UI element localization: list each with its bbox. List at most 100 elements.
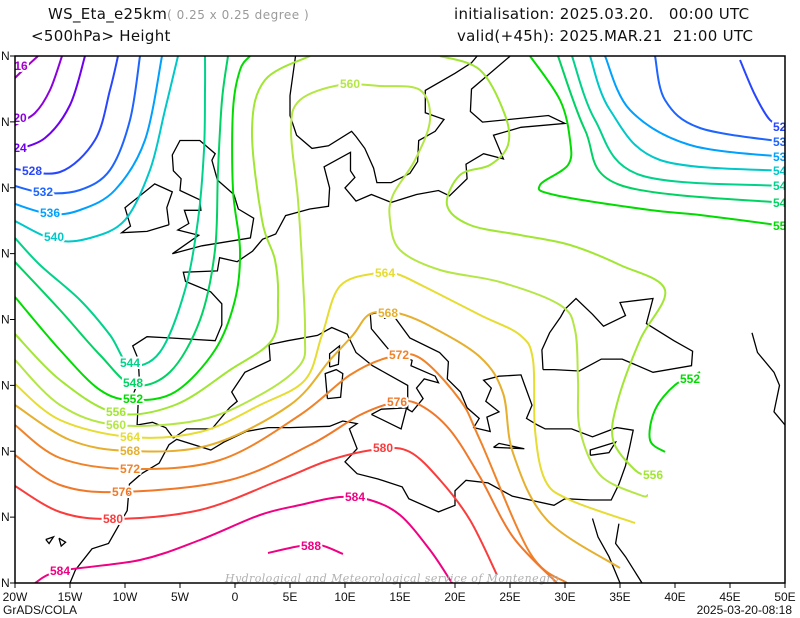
watermark: Hydrological and Meteorological service … (224, 572, 559, 585)
contour-564 (15, 270, 636, 524)
lon-label: 15E (389, 590, 410, 604)
coastline (119, 183, 174, 234)
contour-label-564: 564 (120, 430, 140, 444)
lat-label: N (1, 576, 10, 590)
contour-lines: 1620245285253253536535405454454548545525… (13, 56, 793, 583)
footer-credit: GrADS/COLA (3, 603, 78, 617)
contour-label-540: 54 (773, 164, 787, 178)
lon-label: 20W (3, 590, 28, 604)
contour-548 (15, 56, 229, 387)
coastline (171, 139, 255, 255)
contour-532 (15, 56, 141, 195)
contour-label-544: 54 (773, 179, 787, 193)
lon-label: 10W (113, 590, 138, 604)
contour-label-552: 552 (123, 392, 143, 406)
contour-label-580: 580 (373, 441, 393, 455)
valid-time: valid(+45h): 2025.MAR.21 21:00 UTC (457, 27, 754, 45)
contour-532 (654, 56, 785, 143)
coastline (328, 344, 341, 368)
contour-572 (15, 352, 568, 583)
contour-548 (557, 56, 785, 204)
contour-544 (15, 56, 207, 367)
contour-label-568: 568 (378, 306, 398, 320)
lat-label: N (1, 49, 10, 63)
coastline (324, 368, 344, 400)
lat-label: N (1, 181, 10, 195)
contour-label-540: 540 (44, 230, 64, 244)
contour-label-524: 24 (13, 141, 27, 155)
contour-556 (15, 56, 311, 416)
contour-label-520: 20 (13, 111, 27, 125)
model-name: WS_Eta_e25km (48, 5, 168, 23)
contour-588 (267, 543, 344, 555)
coastline (751, 332, 785, 426)
contour-label-552: 552 (773, 219, 793, 233)
contour-524 (15, 56, 86, 151)
contour-label-572: 572 (389, 348, 409, 362)
contour-536 (604, 56, 785, 158)
coastline (591, 518, 621, 583)
contour-556 (439, 56, 667, 476)
contour-label-572: 572 (120, 462, 140, 476)
lon-label: 40E (664, 590, 685, 604)
contour-label-544: 544 (120, 356, 140, 370)
contour-label-548: 548 (123, 376, 143, 390)
contour-528 (739, 59, 785, 128)
contour-label-536: 536 (40, 206, 60, 220)
contour-label-532: 53 (773, 135, 787, 149)
contour-528 (15, 56, 119, 175)
model-resolution: ( 0.25 x 0.25 degree ) (167, 8, 310, 22)
contour-540 (15, 56, 179, 243)
contour-label-556: 556 (643, 468, 663, 482)
lon-label: 45E (719, 590, 740, 604)
coastline (58, 537, 67, 548)
contour-label-564: 564 (375, 266, 395, 280)
contour-536 (15, 56, 163, 216)
coastline (493, 442, 525, 450)
coastlines (45, 56, 785, 583)
lon-label: 5E (283, 590, 298, 604)
lon-label: 30E (554, 590, 575, 604)
axis-ticks: 20W 15W 10W 5W 0 5E 10E 15E 20E 25E 30E 35E 40E 45E 50… (1, 49, 796, 604)
coastline (129, 56, 568, 439)
contour-label-560: 560 (340, 77, 360, 91)
lon-label: 5W (171, 590, 190, 604)
lat-label: N (1, 313, 10, 327)
contour-label-580: 580 (103, 512, 123, 526)
lat-label: N (1, 378, 10, 392)
lat-label: N (1, 247, 10, 261)
footer-timestamp: 2025-03-20-08:18 (696, 603, 792, 617)
lon-label: 20E (444, 590, 465, 604)
contour-label-560: 560 (106, 418, 126, 432)
coastline (69, 309, 634, 583)
model-title: WS_Eta_e25km( 0.25 x 0.25 degree ) (48, 5, 309, 23)
coastline (371, 407, 408, 430)
lon-label: 0 (232, 590, 239, 604)
contour-576 (15, 399, 558, 583)
contour-520 (15, 56, 63, 126)
contour-label-556: 556 (106, 405, 126, 419)
lon-label: 35E (609, 590, 630, 604)
coastline (541, 297, 694, 373)
map-frame (14, 55, 786, 584)
contour-label-584: 584 (345, 490, 365, 504)
contour-label-528: 528 (22, 164, 42, 178)
lat-label: N (1, 510, 10, 524)
contour-552 (15, 56, 251, 402)
contour-568 (15, 310, 621, 569)
contour-580 (15, 447, 498, 576)
lon-label: 15W (58, 590, 83, 604)
contour-544 (571, 56, 785, 187)
contour-584 (34, 495, 453, 583)
contour-540 (589, 56, 785, 172)
contour-label-536: 53 (773, 150, 787, 164)
contour-552 (529, 56, 785, 227)
field-title: <500hPa> Height (31, 27, 171, 45)
lat-label: N (1, 444, 10, 458)
contour-label-548: 54 (773, 196, 787, 210)
contour-label-532: 532 (33, 185, 53, 199)
contour-560 (15, 83, 649, 498)
contour-label-568: 568 (120, 444, 140, 458)
contour-label-516: 16 (14, 59, 28, 73)
